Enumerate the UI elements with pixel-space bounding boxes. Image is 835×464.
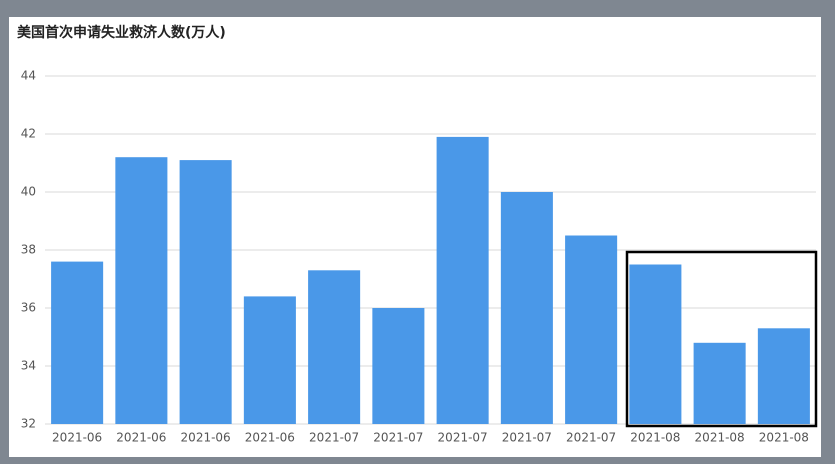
bar — [308, 270, 361, 424]
x-tick-label: 2021-07 — [309, 431, 359, 445]
bar — [693, 342, 746, 424]
highlight-box — [625, 250, 818, 428]
bar — [51, 261, 104, 424]
x-tick-label: 2021-06 — [245, 431, 295, 445]
x-tick-label: 2021-08 — [759, 431, 809, 445]
x-tick-label: 2021-06 — [181, 431, 231, 445]
bar — [500, 192, 553, 424]
y-tick-label: 40 — [21, 185, 36, 199]
x-tick-label: 2021-07 — [438, 431, 488, 445]
x-tick-label: 2021-08 — [630, 431, 680, 445]
bar — [565, 235, 618, 424]
x-tick-label: 2021-06 — [52, 431, 102, 445]
chart-title: 美国首次申请失业救济人数(万人) — [17, 24, 226, 41]
bar — [757, 328, 810, 424]
bar — [372, 308, 425, 424]
x-tick-label: 2021-06 — [116, 431, 166, 445]
y-tick-label: 38 — [21, 243, 36, 257]
y-tick-label: 32 — [21, 417, 36, 431]
bar — [243, 296, 296, 424]
bar — [179, 160, 232, 424]
y-tick-label: 36 — [21, 301, 36, 315]
y-tick-label: 42 — [21, 127, 36, 141]
bar — [436, 136, 489, 424]
x-tick-label: 2021-07 — [502, 431, 552, 445]
x-tick-label: 2021-07 — [373, 431, 423, 445]
bar — [629, 264, 682, 424]
x-tick-label: 2021-08 — [695, 431, 745, 445]
plot: 32 34 36 38 40 42 44 2021-06 2021-06 2021-06 2021-… — [21, 69, 816, 445]
y-tick-label: 44 — [21, 69, 36, 83]
x-tick-label: 2021-07 — [566, 431, 616, 445]
bar — [115, 157, 168, 424]
y-tick-label: 34 — [21, 359, 36, 373]
